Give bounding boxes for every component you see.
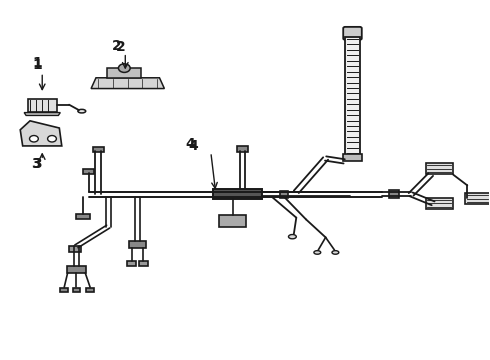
Text: 4: 4 [189,139,198,153]
Bar [73,288,80,292]
Bar [69,246,81,252]
Bar [107,68,142,78]
Circle shape [29,135,38,142]
FancyBboxPatch shape [343,27,362,40]
Bar [129,241,147,248]
Text: 1: 1 [32,57,42,71]
Bar [67,266,86,273]
Polygon shape [24,113,60,116]
Text: 3: 3 [32,157,42,171]
Bar [280,191,289,198]
Bar [93,147,104,152]
Polygon shape [91,78,164,89]
Bar [139,261,148,266]
Bar [86,288,94,292]
Text: 4: 4 [185,137,195,151]
Bar [345,37,360,155]
Bar [83,168,94,174]
Bar [76,214,90,220]
Bar [389,190,399,198]
Bar [466,193,490,204]
Bar [426,163,453,174]
Text: 1: 1 [32,58,42,72]
Ellipse shape [314,251,321,254]
Bar [237,146,248,152]
Circle shape [119,64,130,72]
Text: 3: 3 [31,157,41,171]
Bar [343,154,362,161]
Bar [220,215,246,227]
Polygon shape [20,121,62,146]
Text: 2: 2 [112,39,122,53]
Ellipse shape [289,234,296,239]
Ellipse shape [332,251,339,254]
Bar [127,261,136,266]
Polygon shape [27,99,57,112]
Bar [426,198,453,209]
Bar [60,288,68,292]
Bar [213,189,262,199]
Text: 2: 2 [116,40,125,54]
Ellipse shape [78,109,86,113]
Circle shape [48,135,56,142]
